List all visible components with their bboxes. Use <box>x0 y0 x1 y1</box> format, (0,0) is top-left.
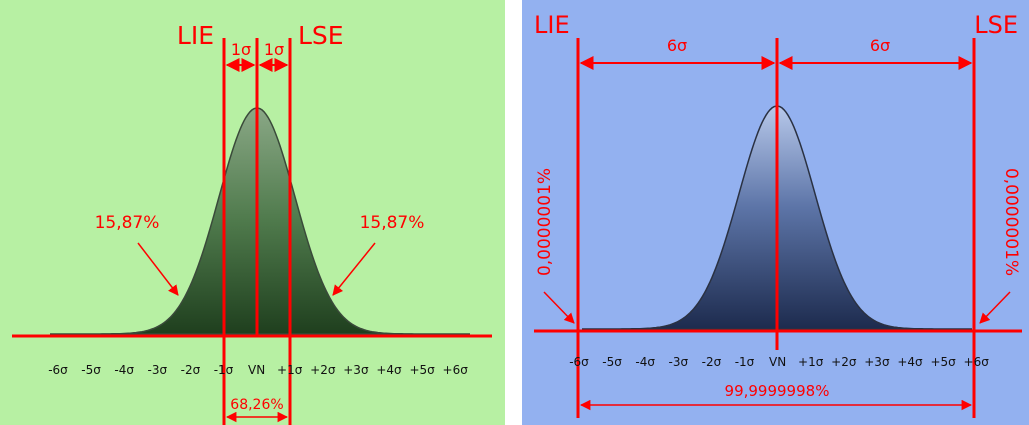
right-tail-arrow-left <box>543 291 575 324</box>
left-sigma-label-left: 1σ <box>231 40 251 59</box>
right-sigma-label-left: 6σ <box>667 36 687 55</box>
left-tail-arrow-left <box>137 242 179 296</box>
left-tick-label: -3σ <box>148 363 168 377</box>
right-panel: LIE LSE 6σ 6σ 0,0000001% 0,0000001% 99,9… <box>522 0 1029 425</box>
left-tick-label: +2σ <box>310 363 336 377</box>
left-lse-label: LSE <box>298 21 344 50</box>
left-bell-curve <box>50 107 470 335</box>
left-sigma-label-right: 1σ <box>264 40 284 59</box>
left-center-percent: 68,26% <box>230 397 283 413</box>
right-tick-label: -6σ <box>569 355 589 369</box>
right-sigma-label-right: 6σ <box>870 36 890 55</box>
right-tick-label: -3σ <box>669 355 689 369</box>
left-lie-label: LIE <box>177 21 214 50</box>
left-tick-label: -4σ <box>114 363 134 377</box>
right-tick-label: +3σ <box>864 355 890 369</box>
left-tick-labels: -6σ -5σ -4σ -3σ -2σ -1σ VN +1σ +2σ +3σ +4σ +5σ +6σ <box>48 363 468 377</box>
left-tick-label: +4σ <box>376 363 402 377</box>
left-tick-label: +3σ <box>343 363 369 377</box>
right-tail-arrow-right <box>979 291 1011 324</box>
right-lie-label: LIE <box>534 11 570 39</box>
left-tick-label: -1σ <box>214 363 234 377</box>
right-distribution-diagram: LIE LSE 6σ 6σ 0,0000001% 0,0000001% 99,9… <box>522 0 1029 425</box>
left-tick-label: -2σ <box>181 363 201 377</box>
right-tail-percent-right: 0,0000001% <box>1001 168 1021 276</box>
left-tick-label: +6σ <box>443 363 469 377</box>
right-tail-percent-left: 0,0000001% <box>535 168 555 276</box>
left-tick-label: VN <box>248 363 265 377</box>
right-tick-label: -4σ <box>635 355 655 369</box>
right-tick-label: -1σ <box>735 355 755 369</box>
left-tick-label: -5σ <box>81 363 101 377</box>
right-tick-label: +6σ <box>964 355 990 369</box>
right-tick-label: +4σ <box>897 355 923 369</box>
left-tick-label: +1σ <box>277 363 303 377</box>
right-tick-label: +2σ <box>831 355 857 369</box>
right-tick-label: VN <box>769 355 786 369</box>
right-tick-labels: -6σ -5σ -4σ -3σ -2σ -1σ VN +1σ +2σ +3σ +4σ +5σ +6σ <box>569 355 989 369</box>
right-tick-label: +5σ <box>930 355 956 369</box>
right-tick-label: -2σ <box>702 355 722 369</box>
left-tick-label: +5σ <box>409 363 435 377</box>
right-lse-label: LSE <box>974 11 1018 39</box>
left-tick-label: -6σ <box>48 363 68 377</box>
right-tick-label: -5σ <box>602 355 622 369</box>
right-total-percent: 99,9999998% <box>725 382 830 400</box>
right-tick-label: +1σ <box>798 355 824 369</box>
left-tail-percent-left: 15,87% <box>95 213 160 233</box>
left-tail-percent-right: 15,87% <box>360 213 425 233</box>
left-distribution-diagram: LIE LSE 1σ 1σ 15,87% 15,87% 68,26% -6σ -5… <box>0 0 505 425</box>
left-tail-arrow-right <box>332 242 376 296</box>
left-panel: LIE LSE 1σ 1σ 15,87% 15,87% 68,26% -6σ -5… <box>0 0 505 425</box>
